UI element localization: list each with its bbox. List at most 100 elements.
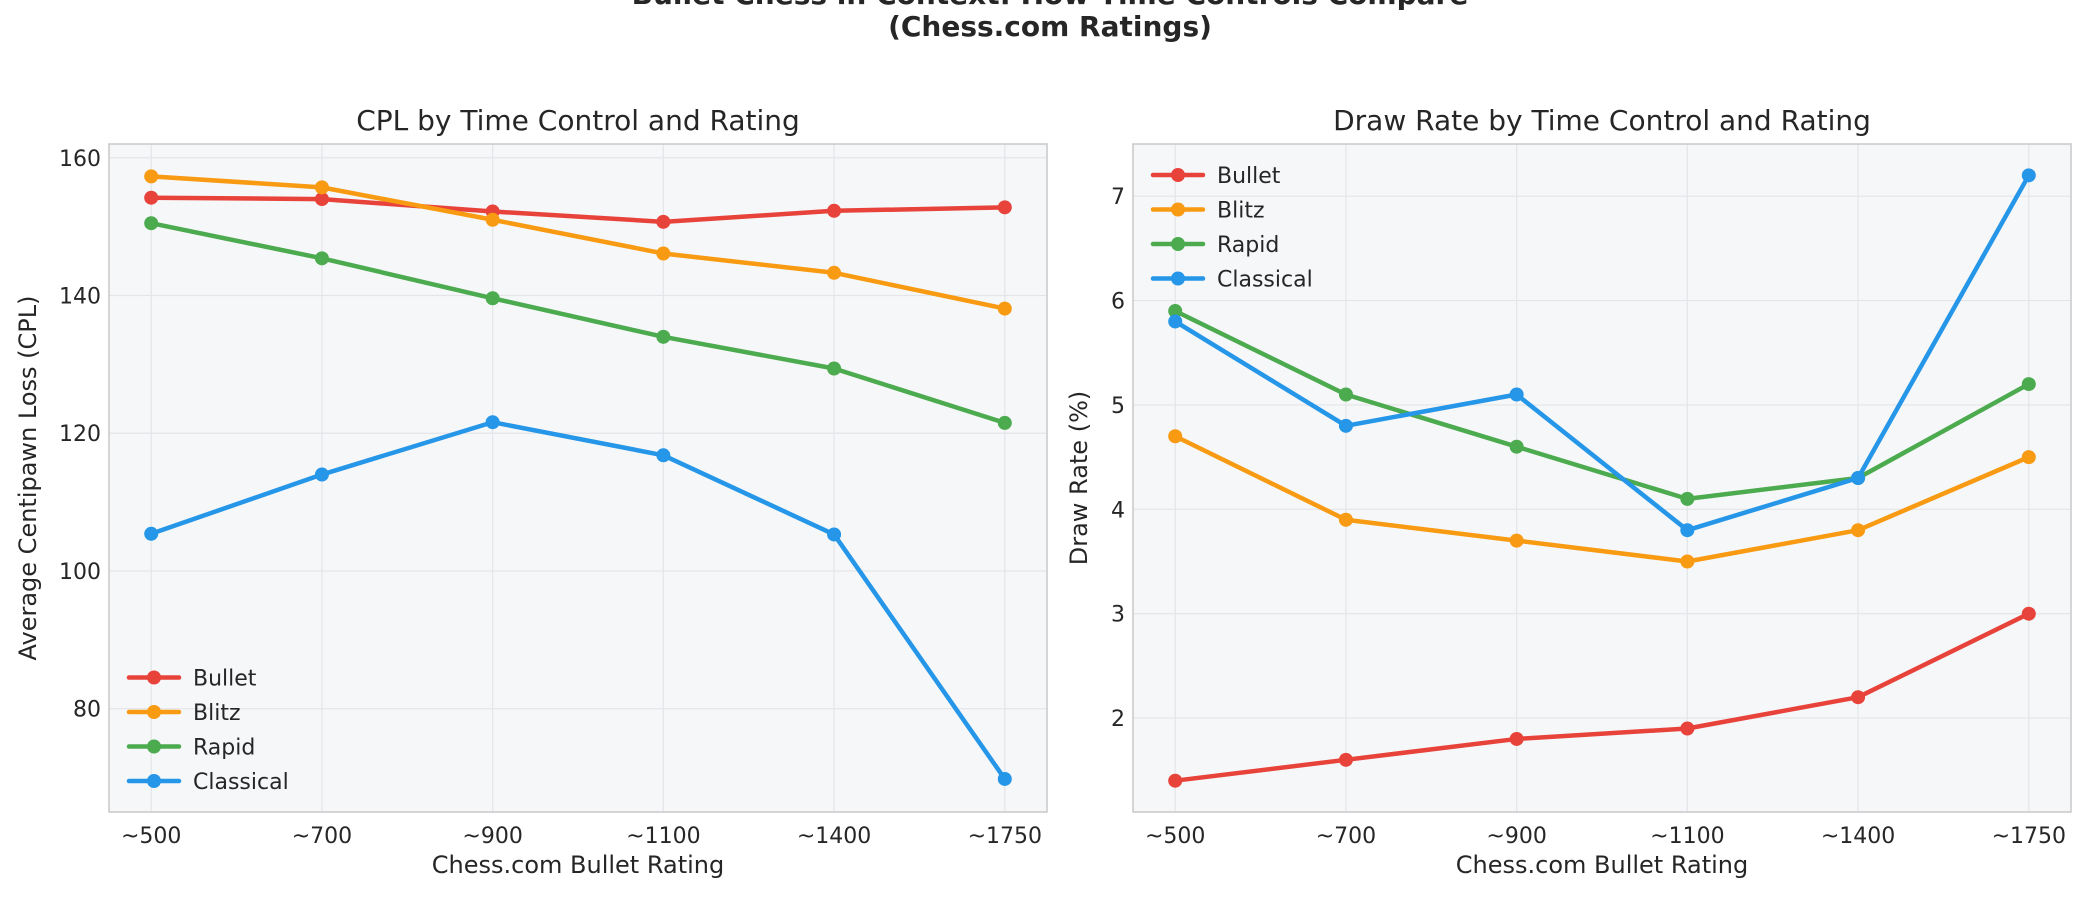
legend-label: Rapid (193, 736, 255, 761)
data-point-rapid (1168, 304, 1183, 318)
data-point-blitz (2021, 450, 2036, 465)
data-point-classical (1851, 471, 1866, 485)
data-point-classical (2021, 168, 2036, 183)
legend-label: Bullet (1217, 164, 1281, 189)
data-point-classical (1680, 523, 1695, 538)
series-line-blitz (1172, 434, 2032, 564)
series-line-classical (1172, 173, 2032, 533)
x-tick-label: ~1750 (1992, 824, 2066, 849)
legend-swatch-marker (1171, 237, 1185, 251)
data-point-bullet (1851, 690, 1866, 705)
y-tick-label: 80 (73, 698, 101, 723)
x-tick-label: ~500 (121, 824, 181, 849)
data-point-bullet (314, 192, 329, 207)
y-axis-label: Draw Rate (%) (1065, 391, 1093, 566)
data-point-classical (1168, 314, 1183, 329)
plot-frame (1132, 143, 2072, 813)
y-tick-label: 100 (59, 560, 101, 585)
data-point-blitz (1680, 554, 1695, 569)
plot-area (109, 144, 1047, 812)
legend-swatch-marker (1171, 271, 1185, 286)
draw-rate-chart: ~500 ~700 ~900 ~1100 ~1400 ~1750 2 3 4 5 6 7 Draw Ra… (1065, 104, 2072, 879)
y-tick-label: 3 (1111, 603, 1125, 628)
plot-frame (108, 143, 1048, 813)
data-point-bullet (2021, 606, 2036, 621)
data-point-rapid (2021, 377, 2036, 392)
data-point-classical (997, 771, 1012, 786)
data-point-classical (144, 526, 159, 541)
plot-area (1133, 144, 2071, 812)
chart-title: Draw Rate by Time Control and Rating (1333, 104, 1871, 137)
x-tick-label: ~900 (462, 824, 522, 849)
data-point-classical (314, 467, 329, 482)
y-tick-label: 6 (1111, 290, 1125, 315)
legend-swatch-marker (1171, 202, 1185, 217)
legend-swatch-marker (147, 774, 161, 788)
data-point-rapid (485, 291, 500, 306)
x-tick-label: ~700 (1316, 824, 1376, 849)
data-point-blitz (1509, 533, 1524, 548)
legend: Bullet Blitz Rapid Classical (1150, 164, 1313, 293)
x-tick-label: ~700 (292, 824, 352, 849)
legend-swatch-marker (147, 739, 161, 754)
data-point-bullet (1168, 773, 1183, 788)
y-tick-label: 5 (1111, 394, 1125, 419)
data-point-bullet (144, 190, 159, 205)
y-tick-label: 7 (1111, 185, 1125, 210)
x-tick-label: ~1100 (626, 824, 700, 849)
series-line-blitz (148, 174, 1008, 311)
y-tick-label: 2 (1111, 707, 1125, 732)
legend-label: Rapid (1217, 233, 1279, 258)
data-point-rapid (144, 216, 159, 231)
data-point-blitz (314, 180, 329, 195)
x-tick-label: ~1100 (1650, 824, 1724, 849)
data-point-blitz (1851, 523, 1866, 538)
y-tick-label: 120 (59, 422, 101, 447)
series-line-classical (148, 419, 1008, 782)
legend-label: Classical (193, 770, 289, 795)
y-tick-label: 140 (59, 285, 101, 310)
data-point-classical (1338, 418, 1353, 433)
data-point-bullet (1509, 731, 1524, 746)
data-point-blitz (1338, 512, 1353, 527)
figure-title-line2: (Chess.com Ratings) (888, 10, 1212, 43)
legend-label: Blitz (193, 701, 241, 726)
cpl-chart: ~500 ~700 ~900 ~1100 ~1400 ~1750 80 100 120 140 16… (14, 104, 1048, 879)
y-tick-label: 4 (1111, 498, 1125, 523)
series-line-bullet (1172, 611, 2032, 783)
legend-swatch-marker (147, 705, 161, 719)
data-point-classical (1509, 387, 1524, 402)
y-tick-label: 160 (59, 147, 101, 172)
x-tick-label: ~1400 (1821, 824, 1895, 849)
legend-swatch-marker (1171, 168, 1185, 182)
x-tick-label: ~900 (1486, 824, 1546, 849)
data-point-classical (827, 527, 842, 542)
figure-title-line1: Bullet Chess in Context: How Time Contro… (632, 0, 1469, 11)
data-point-rapid (1338, 387, 1353, 402)
data-point-rapid (1680, 491, 1695, 506)
data-point-blitz (1168, 429, 1183, 444)
data-point-blitz (485, 212, 500, 227)
y-axis-label: Average Centipawn Loss (CPL) (14, 295, 42, 660)
series-line-bullet (148, 195, 1008, 225)
x-tick-label: ~1400 (797, 824, 871, 849)
data-point-rapid (656, 329, 671, 344)
x-tick-label: ~1750 (968, 824, 1042, 849)
data-point-rapid (827, 361, 842, 376)
legend-label: Blitz (1217, 199, 1265, 224)
chart-title: CPL by Time Control and Rating (356, 104, 800, 137)
series-line-rapid (1172, 308, 2032, 502)
data-point-bullet (656, 214, 671, 229)
data-point-blitz (827, 265, 842, 280)
legend-swatch-marker (147, 670, 161, 685)
data-point-classical (485, 415, 500, 430)
data-point-bullet (827, 203, 842, 218)
x-axis-label: Chess.com Bullet Rating (432, 851, 724, 879)
data-point-rapid (997, 415, 1012, 430)
legend-label: Classical (1217, 268, 1313, 293)
data-point-blitz (656, 246, 671, 261)
data-point-bullet (997, 200, 1012, 215)
data-point-bullet (1680, 721, 1695, 736)
legend-label: Bullet (193, 667, 257, 692)
